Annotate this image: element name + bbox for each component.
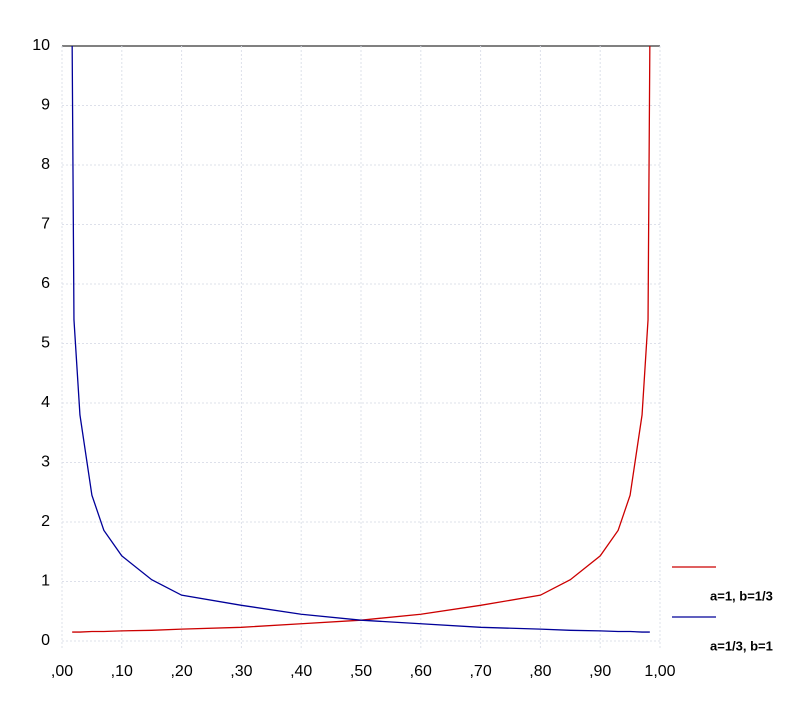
y-tick-label: 2 xyxy=(41,513,50,530)
y-tick-label: 6 xyxy=(41,275,50,292)
y-tick-label: 7 xyxy=(41,216,50,233)
y-tick-label: 4 xyxy=(41,394,50,411)
x-tick-label: 1,00 xyxy=(644,663,675,680)
legend-label: a=1/3, b=1 xyxy=(710,638,773,653)
x-tick-label: ,40 xyxy=(290,663,312,680)
x-tick-label: ,60 xyxy=(410,663,432,680)
x-tick-label: ,20 xyxy=(170,663,192,680)
series-line xyxy=(71,45,650,633)
y-tick-label: 8 xyxy=(41,156,50,173)
y-tick-label: 0 xyxy=(41,632,50,649)
x-tick-label: ,70 xyxy=(469,663,491,680)
x-tick-label: ,90 xyxy=(589,663,611,680)
x-tick-label: ,30 xyxy=(230,663,252,680)
y-tick-label: 1 xyxy=(41,573,50,590)
legend-label: a=1, b=1/3 xyxy=(710,588,773,603)
x-tick-label: ,50 xyxy=(350,663,372,680)
x-tick-label: ,00 xyxy=(51,663,73,680)
y-tick-label: 9 xyxy=(41,97,50,114)
y-tick-label: 10 xyxy=(32,37,50,54)
y-tick-label: 3 xyxy=(41,454,50,471)
x-tick-label: ,80 xyxy=(529,663,551,680)
x-tick-label: ,10 xyxy=(111,663,133,680)
y-tick-label: 5 xyxy=(41,335,50,352)
